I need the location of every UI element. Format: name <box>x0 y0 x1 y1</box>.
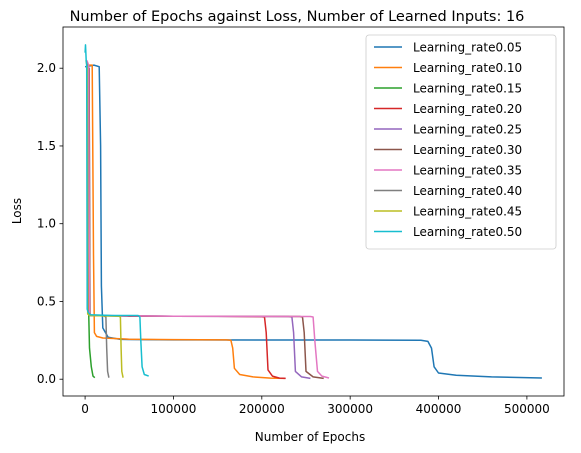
x-tick-label: 100000 <box>151 402 197 416</box>
x-axis-label: Number of Epochs <box>255 430 365 444</box>
x-tick-label: 500000 <box>504 402 550 416</box>
legend-label-3: Learning_rate0.20 <box>413 102 522 116</box>
legend-label-2: Learning_rate0.15 <box>413 82 522 96</box>
legend-label-4: Learning_rate0.25 <box>413 123 522 137</box>
x-tick-label: 400000 <box>416 402 462 416</box>
y-tick-label: 2.0 <box>37 61 56 75</box>
y-tick-label: 1.0 <box>37 217 56 231</box>
series-line-6 <box>86 60 330 379</box>
legend-label-9: Learning_rate0.50 <box>413 225 522 239</box>
series-line-1 <box>87 64 285 380</box>
y-tick-label: 1.5 <box>37 139 56 153</box>
series-line-0 <box>84 64 542 379</box>
legend-box <box>365 34 557 250</box>
y-tick-label: 0.5 <box>37 294 56 308</box>
y-axis-label: Loss <box>10 198 24 224</box>
legend: Learning_rate0.05 Learning_rate0.10 Learni… <box>365 34 557 250</box>
legend-label-7: Learning_rate0.40 <box>413 184 522 198</box>
legend-label-5: Learning_rate0.30 <box>413 143 522 157</box>
legend-label-6: Learning_rate0.35 <box>413 164 522 178</box>
legend-label-1: Learning_rate0.10 <box>413 61 522 75</box>
y-tick-label: 0.0 <box>37 372 56 386</box>
plot-frame <box>62 26 565 397</box>
legend-label-8: Learning_rate0.45 <box>413 205 522 219</box>
chart-title: Number of Epochs against Loss, Number of… <box>70 9 525 25</box>
x-tick-label: 0 <box>81 402 89 416</box>
x-tick-label: 300000 <box>327 402 373 416</box>
axes: 0 100000 200000 300000 400000 500000 0.0 0.5 1.0… <box>37 61 550 416</box>
series-line-9 <box>84 44 149 377</box>
x-tick-label: 200000 <box>239 402 285 416</box>
series-layer <box>84 44 542 380</box>
legend-label-0: Learning_rate0.05 <box>413 41 522 55</box>
